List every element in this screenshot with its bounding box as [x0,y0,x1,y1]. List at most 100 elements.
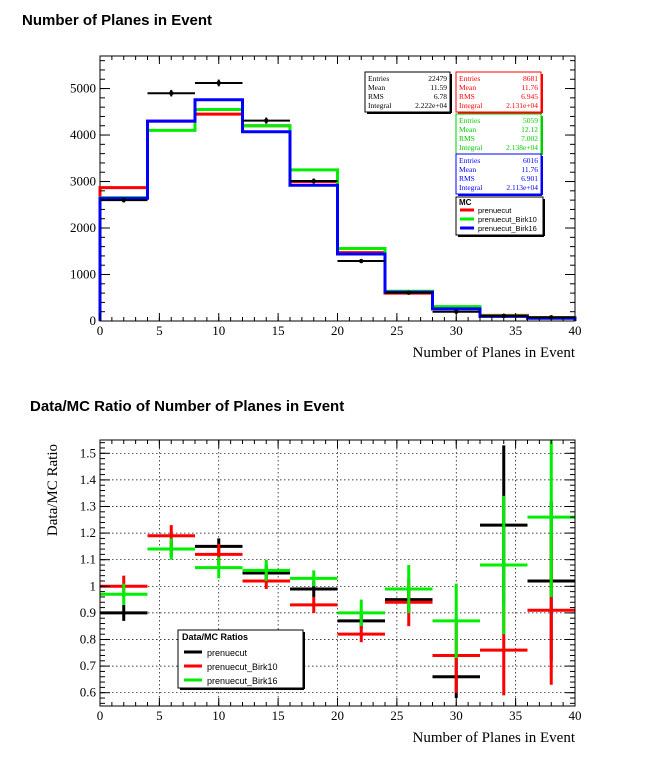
x-axis-label: Number of Planes in Event [413,345,576,361]
y-tick-label: 0.6 [80,685,97,700]
y-tick-label: 5000 [70,81,96,96]
y-tick-label: 1.2 [80,525,96,540]
stats-value: 12.12 [521,125,538,134]
stats-value: 11.59 [430,83,447,92]
ratio-point [311,576,316,581]
legend-entry-label: prenuecut [207,648,248,658]
ratio-point [121,610,126,615]
x-tick-label: 30 [450,708,463,723]
ratio-point [454,618,459,623]
ratio-point [169,533,174,538]
x-tick-label: 10 [212,323,225,338]
data-point [264,118,269,123]
y-tick-label: 0.8 [80,632,96,647]
stats-label: Integral [459,183,482,192]
ratio-point [406,586,411,591]
y-tick-label: 2000 [70,220,96,235]
legend-entry-label: prenuecut_Birk16 [207,676,278,686]
stats-box-frame [364,71,451,113]
stats-value: 6.901 [521,174,538,183]
x-tick-label: 40 [569,323,582,338]
ratio-point [549,515,554,520]
stats-label: Integral [459,143,482,152]
data-point [311,178,316,184]
stats-label: Mean [459,83,476,92]
stats-label: Mean [459,125,476,134]
data-point [121,197,126,203]
stats-label: Integral [368,101,391,110]
stats-value: 22479 [428,74,447,83]
x-tick-label: 15 [272,323,285,338]
x-tick-label: 35 [509,323,522,338]
data-point [359,258,364,264]
y-tick-label: 0 [90,313,97,328]
ratio-point [264,568,269,573]
stats-value: 11.76 [521,83,538,92]
x-tick-label: 0 [97,323,104,338]
stats-value: 11.76 [521,165,538,174]
x-tick-label: 25 [390,708,403,723]
stats-box-birk16: Entries 6016 Mean 11.76 RMS 6.901 Integral 2.11… [455,153,543,196]
y-tick-label: 1.3 [80,499,96,514]
stats-label: Integral [459,101,482,110]
stats-box-frame [455,71,542,113]
y-tick-label: 1.5 [80,445,96,460]
ratio-point [311,602,316,607]
ratio-point [549,608,554,613]
x-tick-label: 10 [212,708,225,723]
y-axis-label: Data/MC Ratio [45,444,61,536]
legend-entry-label: prenuecut [478,206,512,215]
stats-value: 2.222e+04 [415,101,447,110]
ratio-series-prenuecut-birk16 [100,440,575,659]
stats-label: Entries [459,116,480,125]
data-point [501,313,506,319]
stats-label: RMS [459,174,475,183]
y-tick-label: 1.1 [80,552,96,567]
data-point [406,290,411,295]
legend-entry-label: prenuecut_Birk10 [478,215,537,224]
ratio-point [359,632,364,637]
ratio-point [359,610,364,615]
x-tick-label: 5 [156,323,163,338]
stats-label: RMS [459,134,475,143]
stats-label: Entries [368,74,389,83]
stats-box-prenuecut: Entries 8681 Mean 11.76 RMS 6.945 Integral 2.13… [455,71,543,114]
chart-2-title: Data/MC Ratio of Number of Planes in Eve… [30,398,344,415]
data-point [169,90,174,96]
ratio-point [169,547,174,552]
legend-title: Data/MC Ratios [182,632,248,642]
legend-ratios: Data/MC Ratios prenuecut prenuecut_Birk10p… [177,629,305,690]
data-point [454,309,459,314]
stats-label: Mean [368,83,385,92]
stats-label: Entries [459,74,480,83]
ratio-point [311,586,316,591]
data-point [216,80,221,86]
stats-value: 2.131e+04 [506,101,538,110]
x-tick-label: 30 [450,323,463,338]
y-tick-label: 4000 [70,127,96,142]
stats-box-data: Entries 22479 Mean 11.59 RMS 6.78 Integral 2.22… [364,71,452,114]
x-tick-label: 0 [97,708,104,723]
stats-label: Mean [459,165,476,174]
x-tick-label: 25 [390,323,403,338]
ratio-point [216,565,221,570]
ratio-point [216,552,221,557]
stats-value: 2.113e+04 [506,183,538,192]
ratio-point [501,563,506,568]
y-tick-label: 0.7 [80,658,97,673]
x-tick-label: 15 [272,708,285,723]
x-tick-label: 5 [156,708,163,723]
x-tick-label: 35 [509,708,522,723]
stats-value: 6.945 [521,92,538,101]
stats-value: 5059 [523,116,538,125]
ratio-point [501,648,506,653]
legend-entry-label: prenuecut_Birk10 [207,662,278,672]
x-tick-label: 20 [331,323,344,338]
stats-value: 7.002 [521,134,538,143]
x-tick-label: 20 [331,708,344,723]
stats-box-birk10: Entries 5059 Mean 12.12 RMS 7.002 Integral 2.13… [455,113,543,156]
stats-value: 2.138e+04 [506,143,538,152]
legend-mc: MC prenuecutprenuecut_Birk10prenuecut_Bir… [455,196,545,237]
x-tick-label: 40 [569,708,582,723]
